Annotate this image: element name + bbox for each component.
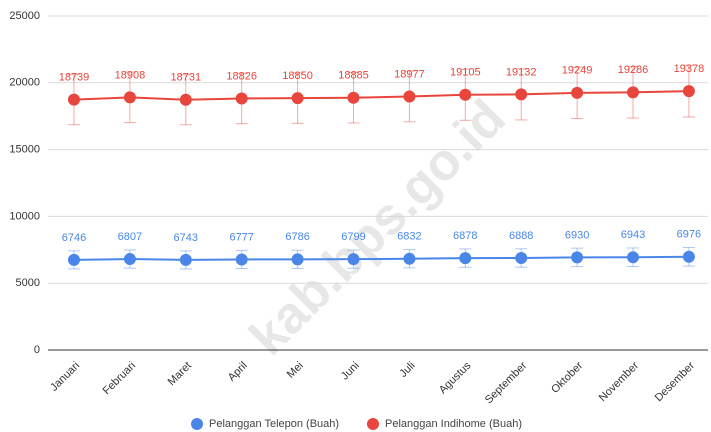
legend-label: Pelanggan Telepon (Buah) [209,418,339,430]
watermark: kab.bps.go.id [239,89,517,367]
y-tick-label: 15000 [9,144,40,156]
data-label: 19286 [618,64,649,76]
data-label: 6832 [397,231,421,243]
data-label: 6930 [565,229,589,241]
point [459,252,472,265]
point [682,250,695,263]
data-label: 18850 [282,70,313,82]
data-label: 6888 [509,230,533,242]
data-label: 6743 [174,232,198,244]
data-label: 6799 [341,231,365,243]
data-label: 6976 [677,229,701,241]
point [627,86,639,99]
x-tick-label: Januari [48,360,82,394]
data-label: 19249 [562,65,593,77]
point [627,251,639,264]
data-label: 18977 [394,68,425,80]
point [571,251,584,264]
point [571,86,584,99]
x-tick-label: Mei [285,360,306,381]
data-label: 19378 [674,63,705,75]
point [68,93,80,106]
y-tick-label: 25000 [9,10,40,22]
point [515,88,528,101]
data-label: 18739 [59,72,90,84]
data-label: 6878 [453,230,477,242]
x-tick-label: Desember [653,359,698,404]
data-label: 18731 [171,72,202,84]
point [459,88,472,101]
point [403,252,416,265]
point [291,253,304,266]
x-tick-label: Agustus [437,359,474,396]
point [347,253,360,266]
x-tick-label: Maret [166,360,194,388]
data-label: 6807 [118,231,142,243]
data-label: 19105 [450,67,481,79]
point [123,253,136,266]
y-tick-label: 10000 [9,210,40,222]
x-tick-label: April [226,360,250,384]
legend-marker [191,418,203,430]
y-tick-label: 5000 [16,277,40,289]
x-tick-label: Februari [101,360,138,397]
point [179,93,192,106]
data-label: 6786 [285,231,309,243]
point [179,253,192,266]
x-tick-label: November [597,359,642,404]
data-label: 6777 [229,231,253,243]
data-label: 18885 [338,70,369,82]
point [515,251,528,264]
point [123,91,136,104]
data-label: 6746 [62,232,86,244]
legend-marker [367,418,379,430]
series-line [73,255,689,261]
x-tick-label: Juli [397,360,417,380]
point [68,253,80,266]
point [403,90,416,103]
series-line [73,90,689,101]
x-tick-label: Oktober [549,359,585,395]
legend-label: Pelanggan Indihome (Buah) [385,418,522,430]
y-tick-label: 0 [34,344,40,356]
point [347,91,360,104]
point [291,92,304,105]
point [235,92,248,105]
data-label: 19132 [506,66,537,78]
point [235,253,248,266]
y-tick-label: 20000 [9,77,40,89]
data-label: 6943 [621,229,645,241]
data-label: 18826 [226,70,257,82]
point [682,85,695,98]
x-tick-label: Juni [339,360,362,383]
x-tick-label: September [483,359,530,406]
data-label: 18908 [115,69,146,81]
